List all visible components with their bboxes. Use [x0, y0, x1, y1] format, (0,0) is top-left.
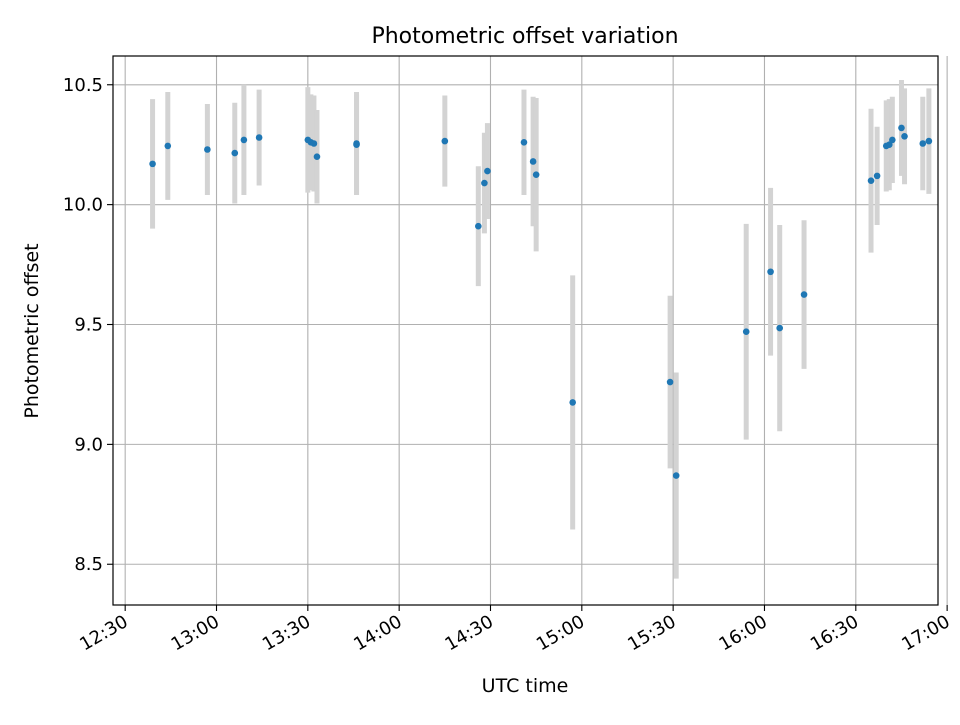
y-tick-label: 9.5 — [74, 315, 103, 336]
data-point — [885, 141, 893, 149]
data-point — [441, 137, 449, 145]
data-point — [873, 172, 881, 180]
data-point — [532, 171, 540, 178]
data-point — [520, 139, 528, 146]
y-tick-label: 8.5 — [74, 554, 103, 575]
data-point — [901, 133, 908, 140]
y-tick-label: 10.5 — [63, 75, 103, 96]
data-point — [164, 142, 172, 150]
plot-frame — [112, 55, 939, 606]
data-points — [149, 124, 933, 479]
data-point — [569, 399, 576, 406]
y-axis-label: Photometric offset — [21, 243, 43, 418]
data-point — [310, 140, 318, 147]
data-point — [475, 222, 482, 230]
data-point — [889, 136, 896, 144]
data-point — [484, 167, 491, 175]
data-point — [481, 179, 488, 187]
y-tick-label: 10.0 — [63, 195, 103, 216]
data-point — [231, 149, 239, 157]
data-point — [767, 268, 774, 276]
data-point — [742, 328, 750, 335]
data-point — [925, 137, 933, 145]
data-point — [800, 291, 808, 298]
data-point — [313, 153, 321, 160]
y-tick-label: 9.0 — [74, 434, 103, 455]
grid — [113, 56, 948, 605]
data-point — [353, 140, 360, 147]
data-point — [255, 134, 263, 141]
data-point — [666, 378, 674, 386]
data-point — [149, 160, 156, 168]
data-point — [240, 136, 248, 144]
x-axis-label: UTC time — [482, 675, 569, 697]
data-point — [867, 177, 875, 184]
data-point — [204, 146, 211, 153]
data-point — [672, 472, 680, 479]
data-point — [898, 124, 905, 132]
data-point — [529, 158, 537, 165]
chart-title: Photometric offset variation — [371, 24, 678, 49]
y-axis: 8.5 9.0 9.5 10.0 10.5 — [63, 75, 113, 575]
data-point — [776, 324, 783, 332]
data-point — [919, 140, 927, 147]
